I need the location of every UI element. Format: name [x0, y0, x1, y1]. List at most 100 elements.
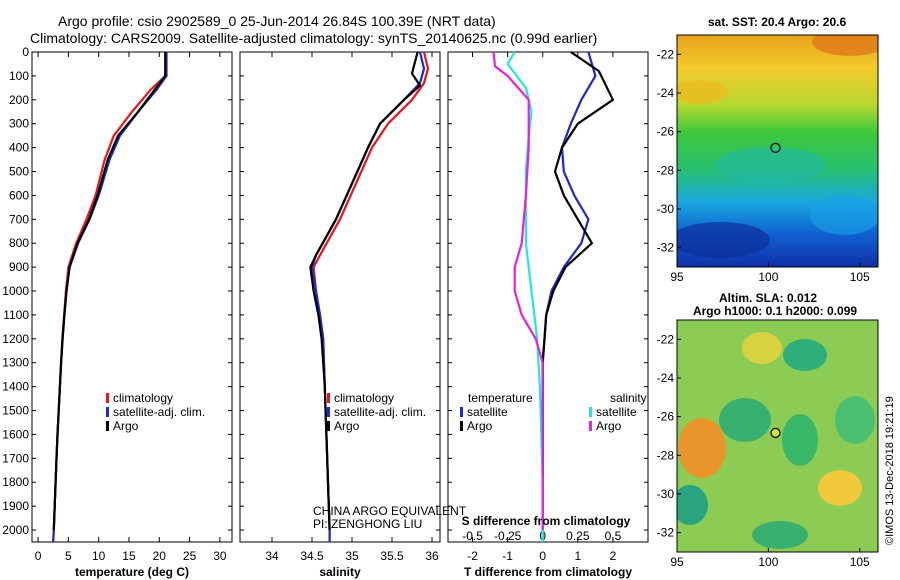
depth-tick-label: 1300 — [2, 356, 29, 370]
sla-low-patch — [752, 521, 808, 549]
legend-label-temperature-argo: Argo — [467, 419, 493, 433]
map-y-tick-label: -30 — [657, 202, 675, 216]
difference-legend: temperature satellite Argo salinity sate… — [460, 391, 647, 433]
legend-label-salinity-argo: Argo — [596, 419, 622, 433]
series-line-temperature-argo — [541, 51, 615, 530]
sst-cool-patch — [677, 222, 770, 258]
legend-label-argo: Argo — [334, 419, 360, 433]
legend-title-salinity: salinity — [610, 391, 647, 405]
sst-map-axes: 95 100 105 -22 -24 -26 -28 -30 -32 — [657, 47, 870, 284]
salinity-legend: climatology satellite-adj. clim. Argo — [327, 391, 426, 433]
x-tick-label: 20 — [153, 549, 167, 563]
map-x-tick-label: 95 — [670, 270, 684, 284]
depth-tick-label: 1500 — [2, 404, 29, 418]
sst-map — [677, 35, 878, 267]
depth-tick-label: 300 — [9, 117, 29, 131]
sla-map-axes: 95 100 105 -22 -24 -26 -28 -30 -32 — [657, 332, 870, 569]
x-tick-label: 34 — [265, 549, 279, 563]
map-y-tick-label: -24 — [657, 371, 675, 385]
map-x-tick-label: 95 — [670, 555, 684, 569]
map-x-tick-label: 100 — [758, 270, 778, 284]
legend-swatch-satellite-adj — [327, 407, 330, 417]
sla-low-patch — [835, 396, 875, 444]
sla-low-patch — [677, 485, 708, 525]
x-tick-label: 10 — [92, 549, 106, 563]
map-y-tick-label: -32 — [657, 526, 675, 540]
x-tick-label: 1 — [574, 549, 581, 563]
difference-xlabel: T difference from climatology — [464, 565, 632, 579]
x-tick-label: 35 — [345, 549, 359, 563]
legend-swatch-temperature-satellite — [460, 407, 463, 417]
depth-tick-label: 100 — [9, 69, 29, 83]
sst-warm-patch — [677, 80, 728, 104]
sla-high-patch — [678, 418, 726, 478]
series-line-climatology — [52, 52, 167, 543]
difference-panel: -2 -1 0 1 2-0.5 -0.25 0 0.25 0.5 — [448, 51, 648, 563]
legend-swatch-temperature-argo — [460, 421, 463, 431]
x-tick-label: 35.5 — [380, 549, 404, 563]
series-line-argo — [52, 52, 167, 531]
depth-tick-label: 0 — [22, 45, 29, 59]
sla-map-title: Altim. SLA: 0.012 — [719, 291, 817, 305]
x-tick-label: 15 — [122, 549, 136, 563]
series-line-argo — [309, 51, 422, 531]
temperature-xlabel: temperature (deg C) — [75, 565, 189, 579]
depth-tick-label: 1900 — [2, 499, 29, 513]
legend-swatch-climatology — [106, 393, 109, 403]
depth-tick-label: 1800 — [2, 475, 29, 489]
x-tick-label: 34.5 — [300, 549, 324, 563]
legend-label-salinity-satellite: satellite — [596, 405, 637, 419]
sla-map-frame — [676, 319, 879, 553]
depth-tick-label: 200 — [9, 93, 29, 107]
legend-label-climatology: climatology — [334, 391, 394, 405]
top-tick-label: -0.5 — [462, 529, 483, 543]
sla-map-subtitle: Argo h1000: 0.1 h2000: 0.099 — [693, 304, 857, 318]
difference-top-xlabel: S difference from climatology — [462, 514, 631, 528]
legend-label-satellite-adj: satellite-adj. clim. — [334, 405, 426, 419]
depth-tick-label: 800 — [9, 236, 29, 250]
salinity-panel: 34 34.5 35 35.5 36 — [240, 51, 440, 563]
argo-float-marker — [770, 427, 781, 439]
top-tick-label: 0.25 — [566, 529, 590, 543]
depth-tick-label: 2000 — [2, 523, 29, 537]
depth-tick-label: 1000 — [2, 284, 29, 298]
depth-tick-label: 1400 — [2, 380, 29, 394]
temperature-legend: climatology satellite-adj. clim. Argo — [106, 391, 205, 433]
timestamp: ©IMOS 13-Dec-2018 19:21:19 — [884, 396, 896, 545]
series-line-salinity-satellite — [506, 51, 544, 542]
sst-cool-patch — [810, 195, 878, 235]
legend-label-satellite-adj: satellite-adj. clim. — [113, 405, 205, 419]
x-tick-label: -1 — [502, 549, 513, 563]
sla-low-patch — [719, 398, 771, 442]
x-tick-label: 25 — [183, 549, 197, 563]
legend-label-temperature-satellite: satellite — [467, 405, 508, 419]
map-y-tick-label: -24 — [657, 86, 675, 100]
legend-swatch-salinity-argo — [589, 421, 592, 431]
map-y-tick-label: -22 — [657, 332, 675, 346]
depth-tick-label: 400 — [9, 141, 29, 155]
sst-warm-patch — [812, 35, 878, 56]
credit-line1: CHINA ARGO EQUIVALENT — [313, 504, 467, 518]
x-tick-label: 5 — [65, 549, 72, 563]
map-y-tick-label: -30 — [657, 487, 675, 501]
depth-tick-label: 700 — [9, 212, 29, 226]
x-tick-label: 0 — [35, 549, 42, 563]
legend-swatch-argo — [327, 421, 330, 431]
map-y-tick-label: -26 — [657, 125, 675, 139]
depth-tick-label: 1600 — [2, 427, 29, 441]
salinity-xlabel: salinity — [319, 565, 361, 579]
sst-map-frame — [676, 34, 879, 268]
depth-tick-label: 900 — [9, 260, 29, 274]
top-tick-label: -0.25 — [494, 529, 522, 543]
depth-tick-label: 1100 — [3, 308, 29, 322]
depth-axis-tick-labels: 0 100 200 300 400 500 600 700 800 900 1000 1100 1200… — [2, 45, 29, 537]
sla-low-patch — [783, 339, 827, 371]
x-tick-label: -2 — [467, 549, 478, 563]
series-line-salinity-argo — [492, 51, 544, 530]
series-line-climatology — [312, 51, 430, 542]
temperature-panel-frame — [31, 51, 233, 543]
sst-cool-patch — [715, 147, 825, 183]
depth-tick-label: 1700 — [2, 451, 29, 465]
map-y-tick-label: -32 — [657, 241, 675, 255]
